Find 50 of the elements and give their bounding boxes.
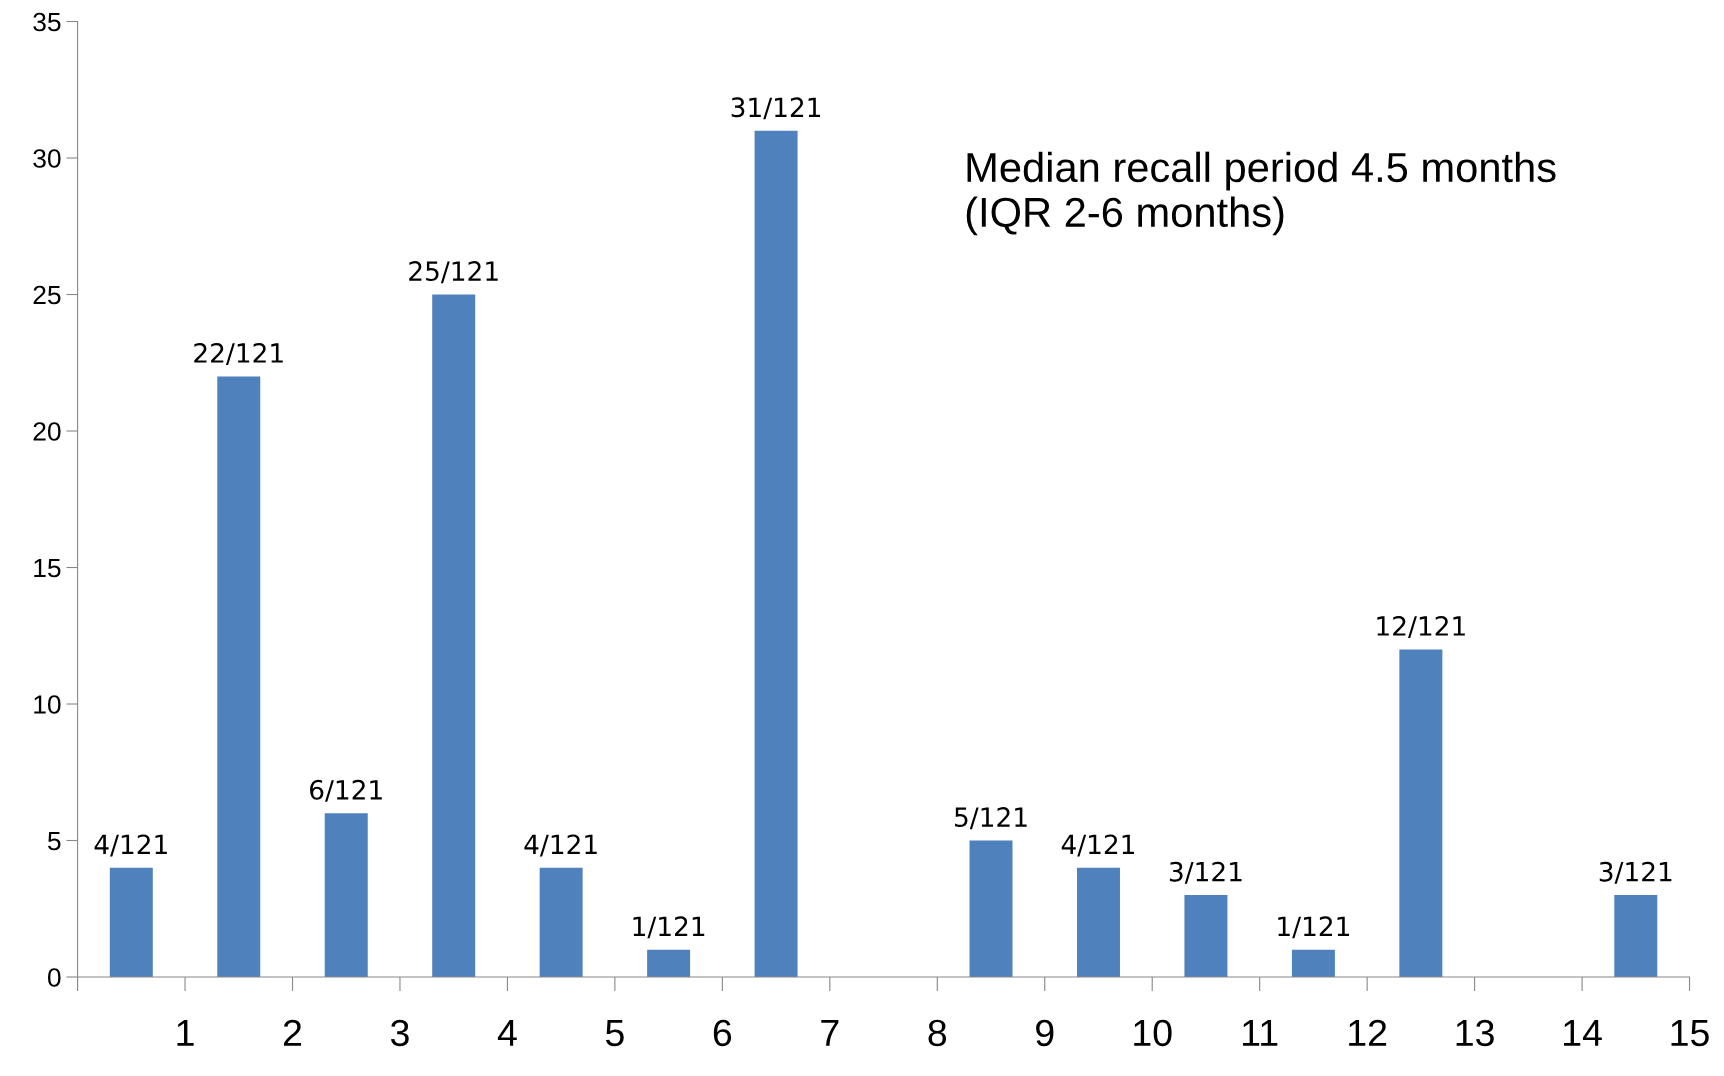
data-label: 4/121: [524, 834, 597, 857]
x-tick-label: 5: [605, 1020, 624, 1047]
x-tick-label: 11: [1243, 1020, 1278, 1046]
x-tick-label: 13: [1456, 1019, 1494, 1047]
data-label: 31/121: [731, 97, 821, 120]
data-label: 3/121: [1169, 861, 1242, 884]
bar: [109, 867, 153, 978]
x-tick-label: 6: [713, 1019, 732, 1047]
x-tick-label: 2: [283, 1019, 302, 1046]
x-tick-label: 3: [390, 1019, 409, 1047]
bar: [969, 840, 1013, 978]
annotation: Median recall period 4.5 months (IQR 2-6 months): [966, 151, 1556, 236]
y-tick-label: 0: [47, 968, 61, 987]
y-tick-label: 30: [33, 149, 61, 168]
bar: [754, 130, 798, 978]
x-tick-label: 1: [177, 1020, 194, 1046]
data-label: 1/121: [1278, 916, 1349, 939]
x-tick-label: 4: [497, 1020, 517, 1046]
y-tick-label: 35: [33, 12, 61, 32]
data-label: 12/121: [1377, 616, 1465, 639]
data-label: 25/121: [409, 261, 498, 284]
y-tick-label: 15: [34, 558, 61, 578]
x-tick-label: 8: [928, 1019, 947, 1047]
bar: [1184, 895, 1228, 978]
x-tick-label: 10: [1134, 1019, 1172, 1047]
y-tick-label: 20: [33, 422, 61, 441]
bar: [432, 294, 476, 978]
bar: [1399, 649, 1443, 978]
x-tick-label: 12: [1349, 1019, 1387, 1046]
bar: [1291, 949, 1335, 978]
data-label: 3/121: [1599, 861, 1672, 884]
data-label: 22/121: [194, 343, 283, 366]
data-label: 5/121: [955, 807, 1027, 830]
x-tick-label: 7: [821, 1020, 839, 1046]
data-label: 4/121: [1061, 834, 1135, 857]
bar: [217, 376, 261, 978]
bar: [539, 867, 583, 978]
bar: [1614, 895, 1658, 978]
bar: [647, 949, 691, 978]
y-tick-label: 10: [34, 695, 61, 714]
bar: [1076, 867, 1120, 978]
data-label: 1/121: [633, 916, 705, 939]
y-tick-label: 5: [47, 831, 61, 851]
bar: [324, 813, 368, 978]
y-tick-label: 25: [33, 285, 61, 305]
x-tick-label: 14: [1564, 1020, 1602, 1046]
x-tick-label: 9: [1036, 1019, 1054, 1047]
data-label: 4/121: [94, 834, 167, 857]
data-label: 6/121: [310, 779, 382, 802]
x-tick-label: 15: [1671, 1020, 1709, 1047]
